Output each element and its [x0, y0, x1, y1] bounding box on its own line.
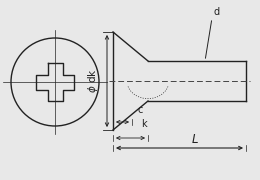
Text: d: d	[214, 7, 220, 17]
Text: c: c	[137, 105, 143, 115]
Text: $\phi$ dk: $\phi$ dk	[86, 69, 100, 93]
Text: k: k	[141, 119, 147, 129]
Text: L: L	[192, 133, 198, 146]
